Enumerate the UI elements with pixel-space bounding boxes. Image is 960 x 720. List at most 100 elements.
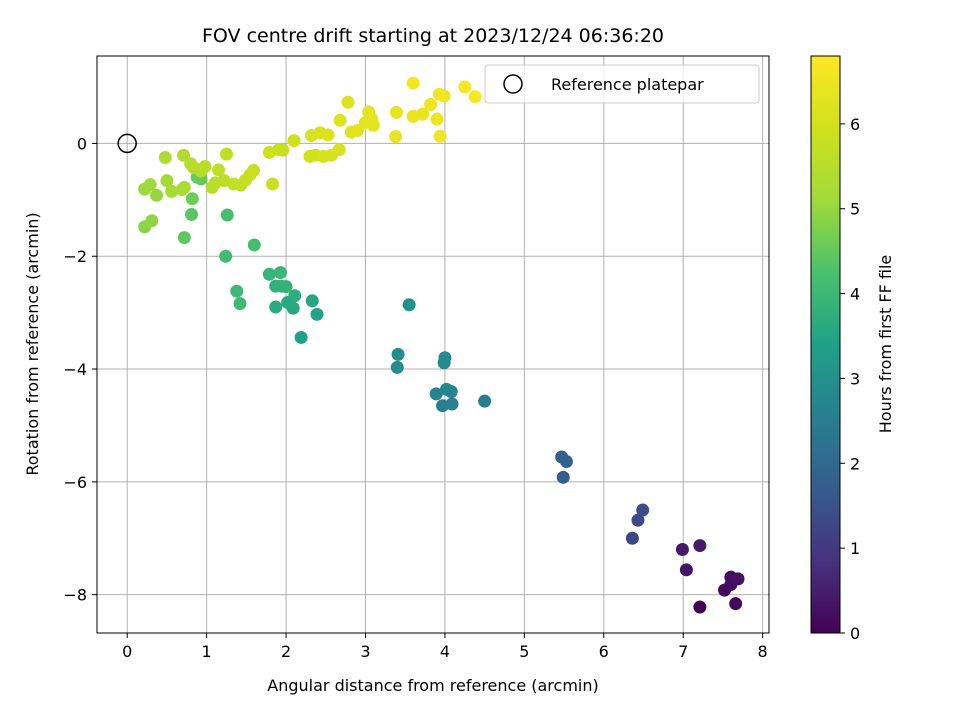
colorbar-label: Hours from first FF file [876, 255, 895, 434]
data-point [440, 382, 454, 396]
data-point [391, 347, 405, 361]
data-point [333, 113, 347, 127]
data-point [269, 300, 283, 314]
data-point [294, 330, 308, 344]
data-point [424, 98, 438, 112]
data-point [389, 130, 403, 144]
colorbar-tick-label: 6 [850, 115, 860, 134]
colorbar-tick-label: 1 [850, 539, 860, 558]
x-tick-label: 2 [281, 642, 291, 661]
data-point [279, 280, 293, 294]
colorbar-gradient [811, 56, 840, 633]
x-tick-label: 8 [758, 642, 768, 661]
data-point [150, 188, 164, 202]
data-point [445, 397, 459, 411]
data-point [679, 563, 693, 577]
plot-frame [96, 55, 770, 634]
data-point [233, 297, 247, 311]
data-point [177, 180, 191, 194]
data-point [288, 289, 302, 303]
data-point [636, 503, 650, 517]
data-point [321, 128, 335, 142]
x-axis-label: Angular distance from reference (arcmin) [267, 676, 598, 695]
colorbar-tick-label: 0 [850, 624, 860, 643]
data-point [468, 90, 482, 104]
data-point [165, 184, 179, 198]
data-point [185, 192, 199, 206]
data-point [310, 307, 324, 321]
data-point [406, 76, 420, 90]
x-tick-label: 7 [678, 642, 688, 661]
data-point [145, 214, 159, 228]
data-point [230, 284, 244, 298]
data-point [389, 105, 403, 119]
data-point [287, 134, 301, 148]
colorbar-ticks: 0 1 2 3 4 5 6 [840, 115, 860, 643]
data-point [246, 163, 260, 177]
data-point [402, 298, 416, 312]
data-point [185, 207, 199, 221]
x-tick-label: 6 [599, 642, 609, 661]
data-point [693, 600, 707, 614]
legend-marker-icon [503, 74, 523, 94]
data-points [138, 76, 745, 614]
colorbar-tick-label: 2 [850, 454, 860, 473]
chart-title: FOV centre drift starting at 2023/12/24 … [202, 25, 664, 47]
data-point [433, 129, 447, 143]
data-point [429, 387, 443, 401]
x-tick-label: 3 [360, 642, 370, 661]
data-point [332, 143, 346, 157]
data-point [266, 177, 280, 191]
data-point [177, 148, 191, 162]
colorbar-tick-label: 4 [850, 285, 860, 304]
data-point [729, 597, 743, 611]
reference-platepar-marker [117, 133, 137, 154]
data-point [366, 118, 380, 132]
data-point [143, 178, 157, 192]
colorbar-tick-label: 5 [850, 200, 860, 219]
data-point [198, 160, 212, 174]
data-point [341, 95, 355, 109]
y-tick-label: −8 [63, 586, 87, 605]
y-tick-label: 0 [77, 134, 87, 153]
x-axis-ticks: 0 1 2 3 4 5 6 7 8 [122, 633, 768, 661]
y-axis-label: Rotation from reference (arcmin) [23, 212, 42, 475]
data-point [625, 531, 639, 545]
data-point [273, 266, 287, 280]
legend-box [484, 64, 760, 104]
colorbar-frame [810, 55, 841, 634]
data-point [262, 267, 276, 281]
data-point [158, 151, 172, 165]
data-point [219, 147, 233, 161]
data-point [458, 80, 472, 94]
data-point [731, 572, 745, 586]
grid [97, 56, 769, 633]
data-point [437, 89, 451, 103]
data-point [559, 455, 573, 469]
legend: Reference platepar [484, 64, 760, 104]
data-point [305, 294, 319, 308]
data-point [220, 208, 234, 222]
data-point [438, 351, 452, 365]
x-tick-label: 5 [519, 642, 529, 661]
data-point [478, 394, 492, 408]
data-point [351, 123, 365, 137]
data-point [556, 470, 570, 484]
data-point [276, 143, 290, 157]
y-tick-label: −6 [63, 473, 87, 492]
data-point [247, 238, 261, 252]
data-point [262, 145, 276, 159]
data-point [177, 231, 191, 245]
data-point [693, 539, 707, 553]
x-tick-label: 1 [202, 642, 212, 661]
data-point [675, 543, 689, 557]
data-point [430, 112, 444, 126]
colorbar-tick-label: 3 [850, 369, 860, 388]
data-point [212, 163, 226, 177]
data-point [390, 360, 404, 374]
data-point [416, 107, 430, 121]
y-tick-label: −2 [63, 247, 87, 266]
y-tick-label: −4 [63, 360, 87, 379]
x-tick-label: 4 [440, 642, 450, 661]
